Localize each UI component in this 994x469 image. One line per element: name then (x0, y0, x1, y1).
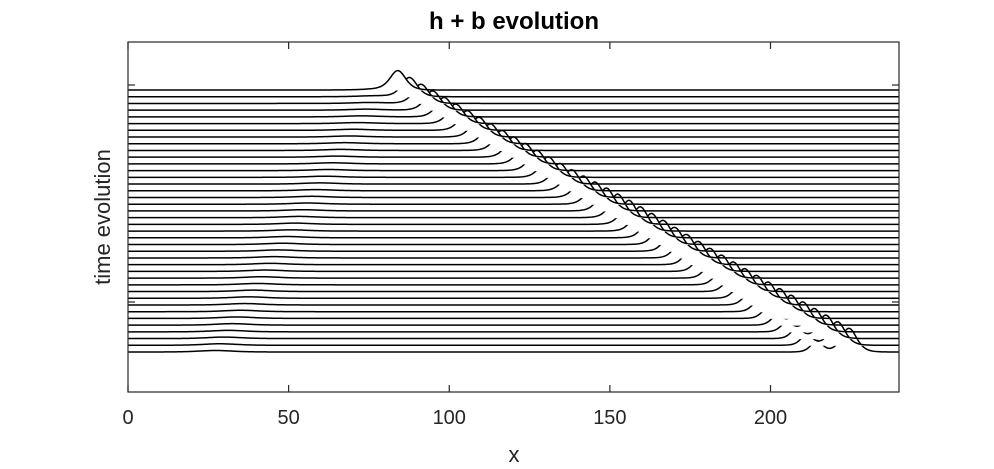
series-line (128, 199, 899, 226)
trace-fill (128, 90, 899, 111)
series-line (128, 175, 899, 199)
x-tick-label: 100 (433, 407, 466, 429)
series-line (128, 320, 899, 347)
series-line (128, 307, 899, 333)
trace-fill (128, 70, 899, 91)
series-line (128, 193, 899, 219)
series-line (128, 187, 899, 212)
series-line (128, 233, 899, 259)
trace-fill (128, 84, 899, 104)
series-line (128, 301, 899, 326)
series-line (128, 76, 899, 98)
trace-fill (128, 315, 899, 340)
trace-fill (128, 130, 899, 151)
trace-fill (128, 308, 899, 333)
series-line (128, 274, 899, 300)
plot-area: 0 50 100 150 200 (122, 41, 900, 429)
trace-fill (128, 110, 899, 131)
trace-fill (128, 103, 899, 125)
x-tick-label: 0 (122, 407, 133, 429)
x-tick-label: 200 (754, 407, 787, 429)
trace-fill (128, 321, 899, 346)
series-line (128, 149, 899, 172)
series-line (128, 69, 899, 91)
y-axis-ticks (128, 84, 899, 303)
trace-fill (128, 169, 899, 192)
trace-fill (128, 255, 899, 279)
series-line (128, 281, 899, 306)
series-line (128, 314, 899, 340)
trace-fill (128, 328, 899, 353)
series-line (128, 123, 899, 145)
series-line (128, 181, 899, 205)
trace-fill (128, 241, 899, 266)
series-line (128, 212, 899, 239)
trace-fill (128, 188, 899, 212)
trace-fill (128, 163, 899, 185)
series-line (128, 116, 899, 138)
trace-fill (128, 182, 899, 205)
trace-fill (128, 77, 899, 98)
y-axis-label: time evolution (90, 149, 115, 285)
series-line (128, 168, 899, 192)
series-line (128, 103, 899, 125)
axes-box (127, 41, 900, 393)
trace-fill (128, 261, 899, 286)
series-line (128, 83, 899, 105)
series-line (128, 254, 899, 279)
series-line (128, 327, 899, 353)
trace-fill (128, 117, 899, 138)
series-line (128, 90, 899, 111)
x-axis-label: x (509, 442, 520, 467)
trace-fill (128, 143, 899, 165)
series-line (128, 219, 899, 246)
series-traces (128, 69, 899, 353)
series-line (128, 156, 899, 179)
x-axis-ticks: 0 50 100 150 200 (122, 42, 787, 429)
series-line (128, 247, 899, 273)
series-line (128, 205, 899, 232)
series-line (128, 162, 899, 185)
series-line (128, 96, 899, 118)
series-line (128, 226, 899, 252)
chart-title: h + b evolution (429, 8, 599, 35)
series-line (128, 240, 899, 266)
x-tick-label: 50 (278, 407, 300, 429)
series-line (128, 267, 899, 293)
x-tick-label: 150 (593, 407, 626, 429)
series-line (128, 109, 899, 132)
trace-fill (128, 97, 899, 118)
series-line (128, 261, 899, 286)
trace-fill (128, 175, 899, 198)
